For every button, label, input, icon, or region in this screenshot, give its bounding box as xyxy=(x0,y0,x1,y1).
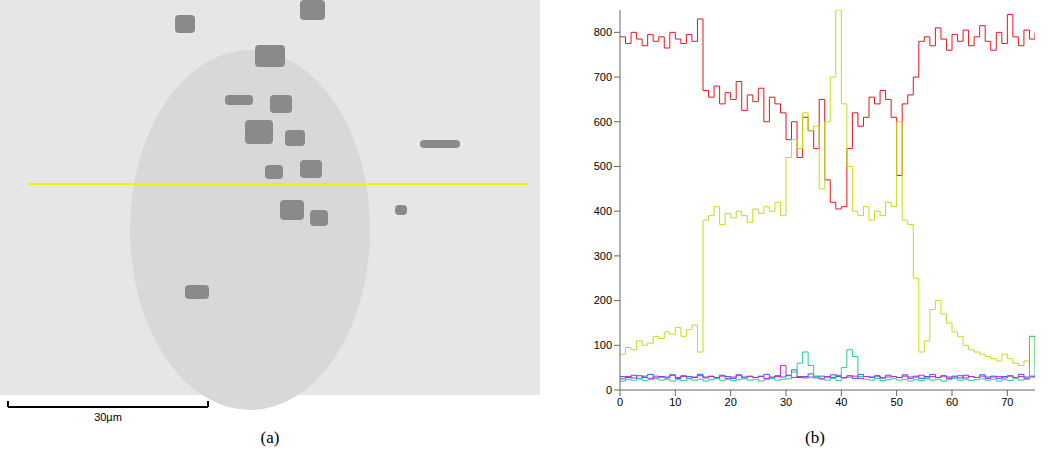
html-text:(b): (b) xyxy=(805,428,825,447)
svg-text:20: 20 xyxy=(725,396,737,408)
svg-text:0: 0 xyxy=(606,384,612,396)
svg-text:0: 0 xyxy=(617,396,623,408)
svg-text:60: 60 xyxy=(946,396,958,408)
svg-text:500: 500 xyxy=(594,160,612,172)
svg-text:30: 30 xyxy=(780,396,792,408)
svg-text:30µm: 30µm xyxy=(94,411,122,423)
svg-text:70: 70 xyxy=(1001,396,1013,408)
svg-text:40: 40 xyxy=(835,396,847,408)
svg-text:600: 600 xyxy=(594,116,612,128)
svg-text:10: 10 xyxy=(669,396,681,408)
html-text:(a): (a) xyxy=(260,428,280,447)
svg-text:50: 50 xyxy=(891,396,903,408)
svg-text:800: 800 xyxy=(594,26,612,38)
svg-text:300: 300 xyxy=(594,250,612,262)
svg-text:100: 100 xyxy=(594,339,612,351)
svg-text:700: 700 xyxy=(594,71,612,83)
svg-text:200: 200 xyxy=(594,294,612,306)
svg-text:400: 400 xyxy=(594,205,612,217)
